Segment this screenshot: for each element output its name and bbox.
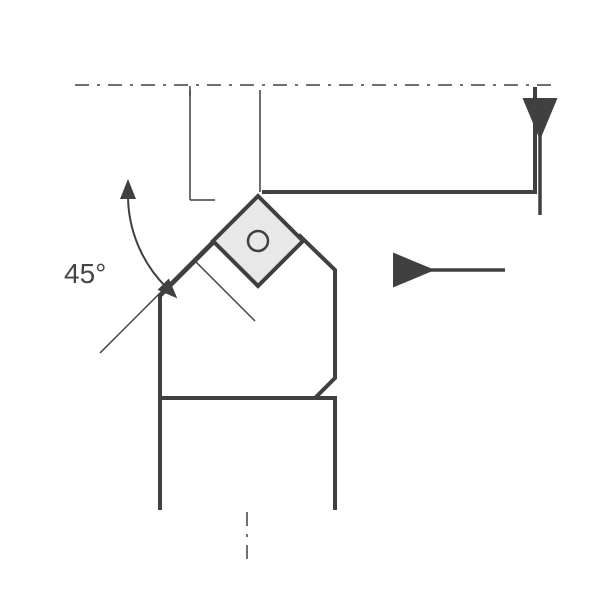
insert-diamond <box>213 196 303 286</box>
workpiece-outline <box>262 87 535 192</box>
tool-diagram: 45° <box>0 0 600 600</box>
angle-label: 45° <box>64 258 106 290</box>
diagram-svg <box>0 0 600 600</box>
angle-arc <box>128 195 166 287</box>
angle-line <box>100 195 258 353</box>
